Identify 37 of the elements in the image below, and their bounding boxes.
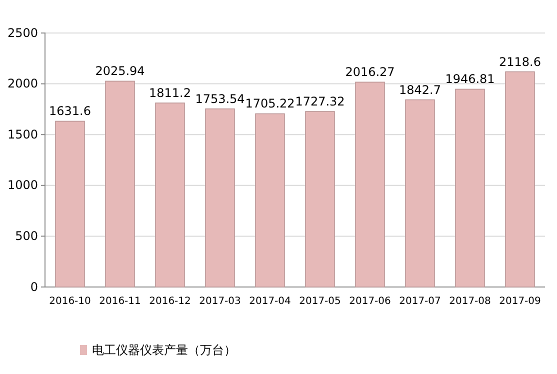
data-label: 1705.22 [245, 96, 295, 111]
x-tick-label: 2016-10 [49, 296, 91, 308]
data-label: 1842.7 [399, 82, 441, 97]
x-tick-label: 2017-09 [499, 296, 541, 308]
bar [255, 113, 285, 288]
x-tick-label: 2017-03 [199, 296, 241, 308]
legend-label: 电工仪器仪表产量（万台） [92, 343, 236, 357]
x-tick-label: 2017-08 [449, 296, 491, 308]
bar [105, 80, 135, 288]
bar [155, 102, 185, 288]
x-tick-label: 2017-06 [349, 296, 391, 308]
data-label: 2016.27 [345, 65, 395, 80]
y-tick-label: 2500 [7, 26, 38, 40]
y-tick-label: 1500 [7, 127, 38, 142]
bar [305, 111, 335, 288]
bar [455, 88, 485, 288]
bar [505, 71, 535, 288]
bar [205, 108, 235, 288]
data-label: 1727.32 [295, 94, 345, 109]
data-label: 1811.2 [149, 86, 191, 100]
x-tick-label: 2017-04 [249, 296, 291, 308]
y-tick-label: 1000 [7, 178, 38, 192]
bar [55, 120, 85, 288]
data-label: 1631.6 [49, 104, 91, 118]
data-label: 2118.6 [499, 54, 541, 69]
x-tick-label: 2016-12 [149, 296, 191, 308]
x-tick-label: 2017-05 [299, 296, 341, 308]
data-label: 1946.81 [445, 72, 495, 86]
y-tick-label: 0 [30, 280, 38, 294]
y-tick-label: 500 [15, 229, 38, 244]
x-tick-label: 2017-07 [399, 296, 441, 308]
data-label: 2025.94 [95, 64, 145, 78]
bar [405, 99, 435, 288]
x-tick-label: 2016-11 [99, 296, 141, 308]
bar [355, 82, 385, 288]
data-label: 1753.54 [195, 92, 245, 106]
y-tick-label: 2000 [7, 76, 38, 91]
